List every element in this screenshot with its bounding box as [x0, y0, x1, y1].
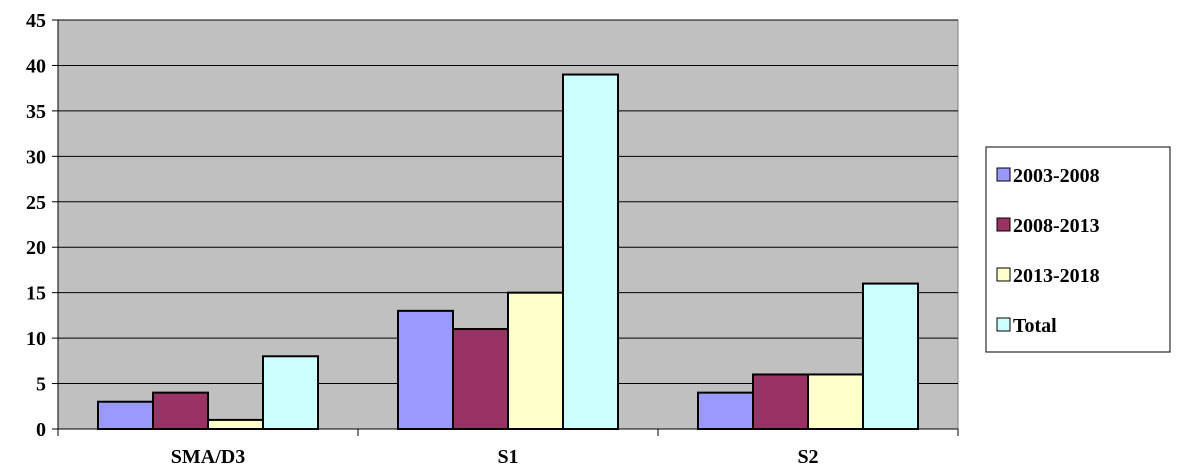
legend-swatch [996, 267, 1011, 282]
bar-2008-2013-s1 [452, 328, 509, 430]
legend: 2003-2008 2008-2013 2013-2018 Total [985, 146, 1171, 353]
bar-2013-2018-sma-d3 [207, 418, 264, 430]
legend-label: Total [1013, 315, 1057, 337]
y-tick-label: 35 [26, 101, 46, 123]
bar-total-s2 [862, 282, 919, 431]
axes [52, 19, 959, 436]
y-tick-label: 30 [26, 146, 46, 168]
legend-box [985, 146, 1171, 353]
bar-2013-2018-s1 [507, 291, 564, 430]
bars [97, 73, 919, 431]
legend-swatch [996, 217, 1011, 232]
y-tick-label: 10 [26, 328, 46, 350]
legend-swatch [996, 167, 1011, 182]
y-tick-label: 20 [26, 237, 46, 259]
bar-2008-2013-sma-d3 [152, 391, 209, 430]
bar-total-sma-d3 [262, 355, 319, 430]
legend-label: 2003-2008 [1013, 165, 1100, 187]
bar-2003-2008-s1 [397, 309, 454, 431]
y-tick-label: 5 [36, 374, 46, 396]
y-tick-label: 25 [26, 192, 46, 214]
x-category-label: S1 [497, 446, 518, 468]
legend-label: 2013-2018 [1013, 265, 1100, 287]
x-category-labels: SMA/D3 S1 S2 [171, 446, 819, 468]
bar-total-s1 [562, 73, 619, 431]
y-tick-label: 0 [36, 419, 46, 441]
legend-swatch [996, 317, 1011, 332]
y-tick-label: 40 [26, 55, 46, 77]
y-tick-label: 45 [26, 10, 46, 32]
x-category-label: SMA/D3 [171, 446, 245, 468]
y-tick-labels: 0 5 10 15 20 25 30 35 40 45 [26, 10, 46, 441]
legend-label: 2008-2013 [1013, 215, 1100, 237]
bar-2008-2013-s2 [752, 373, 809, 431]
bar-2003-2008-s2 [697, 391, 754, 430]
y-tick-label: 15 [26, 283, 46, 305]
bar-2003-2008-sma-d3 [97, 400, 154, 431]
bar-2013-2018-s2 [807, 373, 864, 431]
x-category-label: S2 [797, 446, 818, 468]
